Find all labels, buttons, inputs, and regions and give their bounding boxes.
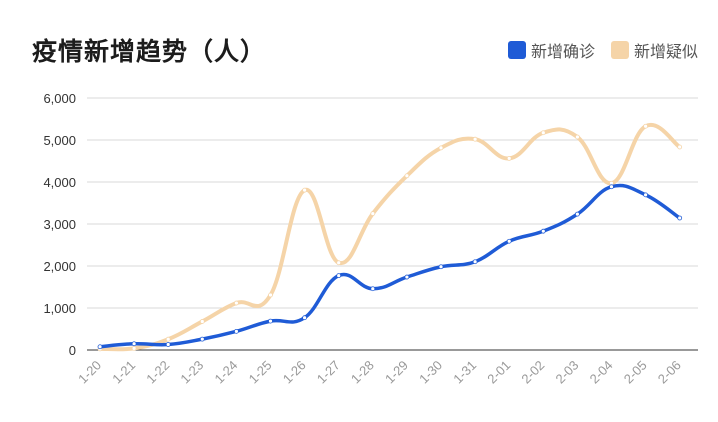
legend-label-suspected: 新增疑似 [633,42,698,61]
x-tick-label: 1-22 [143,358,172,387]
data-point-confirmed [268,318,273,324]
data-point-confirmed [97,344,103,350]
legend: 新增确诊 新增疑似 [507,38,698,62]
data-point-confirmed [199,336,205,342]
data-point-confirmed [404,274,410,280]
x-tick-label: 1-26 [280,358,309,387]
data-point-suspected [165,336,171,342]
data-point-suspected [472,136,478,142]
data-point-suspected [268,292,273,298]
data-point-confirmed [302,315,308,321]
data-point-confirmed [165,342,171,347]
legend-item-suspected[interactable]: 新增疑似 [610,38,698,62]
legend-swatch-confirmed [507,41,526,59]
data-point-suspected [643,123,648,129]
x-tick-label: 1-30 [416,358,445,387]
x-tick-label: 1-31 [450,358,479,387]
data-point-confirmed [643,192,648,198]
data-point-confirmed [233,328,239,334]
data-point-confirmed [677,215,683,221]
series-line-suspected [98,122,682,352]
x-tick-label: 2-03 [553,358,582,387]
y-tick-label: 4,000 [43,175,76,190]
legend-label-confirmed: 新增确诊 [530,42,595,61]
x-tick-label: 2-01 [484,358,513,387]
data-point-confirmed [438,264,444,270]
x-tick-label: 1-23 [177,358,206,387]
y-tick-label: 2,000 [43,259,76,274]
x-tick-label: 1-25 [246,358,275,387]
data-point-suspected [404,173,410,179]
x-tick-label: 1-24 [212,358,241,387]
y-tick-label: 0 [69,343,76,358]
data-point-suspected [677,144,683,150]
data-point-confirmed [540,228,546,234]
data-point-suspected [336,260,342,266]
data-point-confirmed [575,211,580,217]
x-tick-label: 2-02 [518,358,547,387]
chart-title: 疫情新增趋势（人） [32,37,267,66]
data-point-suspected [370,211,376,216]
data-point-suspected [131,345,137,351]
data-point-suspected [302,187,308,193]
data-point-suspected [233,300,239,306]
data-point-confirmed [336,273,342,279]
data-point-confirmed [370,286,376,292]
y-tick-label: 3,000 [43,217,76,232]
x-tick-label: 2-05 [621,358,650,387]
x-tick-label: 1-21 [109,358,138,387]
y-tick-label: 5,000 [43,133,76,148]
data-point-suspected [506,155,512,161]
legend-swatch-suspected [610,41,629,59]
x-tick-label: 1-29 [382,358,411,387]
x-tick-label: 1-20 [75,358,104,387]
x-tick-label: 1-27 [314,358,343,387]
series-line-confirmed [98,183,682,349]
data-point-confirmed [609,184,614,190]
data-point-suspected [438,145,444,151]
data-point-suspected [540,130,546,136]
data-point-suspected [575,134,580,140]
data-point-confirmed [472,259,478,265]
x-tick-label: 2-06 [655,358,684,387]
y-tick-label: 6,000 [43,91,76,106]
data-point-confirmed [131,341,137,347]
y-tick-label: 1,000 [43,301,76,316]
legend-item-confirmed[interactable]: 新增确诊 [507,38,595,62]
data-point-confirmed [506,238,512,244]
data-point-suspected [199,319,205,324]
x-tick-label: 2-04 [587,358,616,387]
x-tick-label: 1-28 [348,358,377,387]
